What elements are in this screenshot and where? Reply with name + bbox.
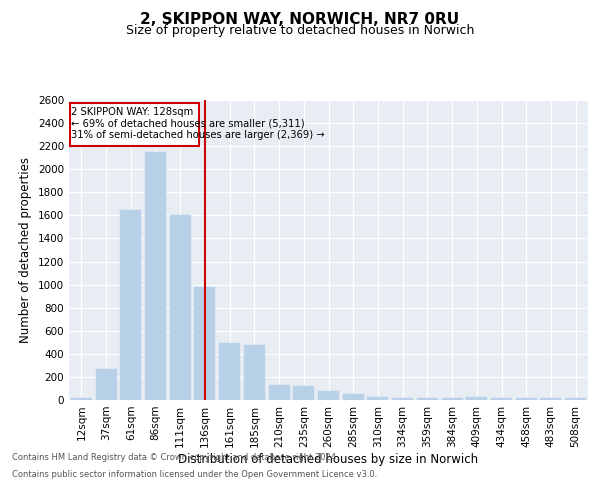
- Text: Contains HM Land Registry data © Crown copyright and database right 2024.: Contains HM Land Registry data © Crown c…: [12, 452, 338, 462]
- Bar: [491, 398, 512, 400]
- Bar: [269, 385, 290, 400]
- Bar: [417, 398, 438, 400]
- Bar: [442, 398, 463, 400]
- Bar: [194, 287, 215, 400]
- Y-axis label: Number of detached properties: Number of detached properties: [19, 157, 32, 343]
- Bar: [318, 391, 339, 400]
- Bar: [367, 396, 388, 400]
- Bar: [95, 369, 116, 400]
- Text: 2 SKIPPON WAY: 128sqm
← 69% of detached houses are smaller (5,311)
31% of semi-d: 2 SKIPPON WAY: 128sqm ← 69% of detached …: [71, 107, 325, 140]
- Bar: [120, 210, 141, 400]
- Bar: [219, 344, 240, 400]
- Bar: [71, 398, 92, 400]
- FancyBboxPatch shape: [70, 104, 199, 146]
- Bar: [244, 344, 265, 400]
- X-axis label: Distribution of detached houses by size in Norwich: Distribution of detached houses by size …: [178, 452, 479, 466]
- Bar: [516, 398, 537, 400]
- Text: 2, SKIPPON WAY, NORWICH, NR7 0RU: 2, SKIPPON WAY, NORWICH, NR7 0RU: [140, 12, 460, 28]
- Bar: [145, 152, 166, 400]
- Bar: [343, 394, 364, 400]
- Bar: [170, 216, 191, 400]
- Text: Size of property relative to detached houses in Norwich: Size of property relative to detached ho…: [126, 24, 474, 37]
- Bar: [392, 398, 413, 400]
- Bar: [565, 398, 586, 400]
- Bar: [293, 386, 314, 400]
- Text: Contains public sector information licensed under the Open Government Licence v3: Contains public sector information licen…: [12, 470, 377, 479]
- Bar: [541, 398, 562, 400]
- Bar: [466, 396, 487, 400]
